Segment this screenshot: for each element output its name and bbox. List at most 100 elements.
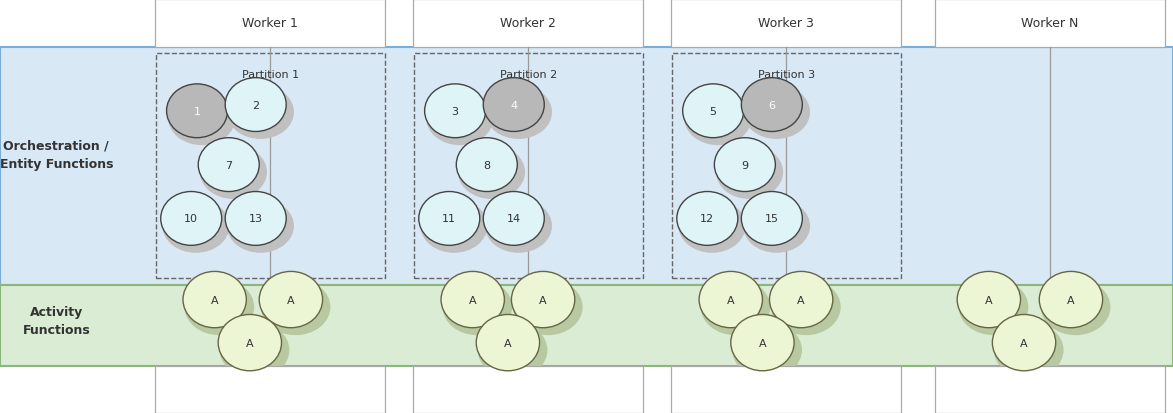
Text: 14: 14 [507,214,521,224]
Text: Worker 2: Worker 2 [500,17,556,30]
Ellipse shape [484,199,552,253]
Ellipse shape [476,315,540,371]
Text: A: A [985,295,992,305]
Text: 4: 4 [510,100,517,110]
Text: A: A [727,295,734,305]
Bar [155,366,385,413]
Text: Partition 2: Partition 2 [500,70,557,80]
Ellipse shape [683,85,744,138]
Text: 10: 10 [184,214,198,224]
Ellipse shape [442,279,513,335]
Bar [672,54,901,279]
Ellipse shape [992,315,1056,371]
Ellipse shape [994,322,1064,378]
Bar [671,366,901,413]
Ellipse shape [731,315,794,371]
Ellipse shape [743,86,811,140]
Ellipse shape [957,272,1021,328]
Ellipse shape [1039,272,1103,328]
Text: A: A [287,295,294,305]
Text: A: A [1021,338,1028,348]
Ellipse shape [441,272,504,328]
Ellipse shape [771,279,841,335]
Bar [935,0,1165,47]
Bar [413,366,643,413]
Ellipse shape [743,199,811,253]
Bar [0,47,1173,285]
Text: Partition 1: Partition 1 [242,70,299,80]
Text: 5: 5 [710,107,717,116]
Ellipse shape [1040,279,1111,335]
Ellipse shape [199,146,267,199]
Text: 15: 15 [765,214,779,224]
Text: A: A [211,295,218,305]
Ellipse shape [769,272,833,328]
Bar [413,0,643,47]
Ellipse shape [225,78,286,132]
Ellipse shape [259,272,323,328]
Text: Worker N: Worker N [1022,17,1078,30]
Text: 7: 7 [225,160,232,170]
Ellipse shape [483,192,544,246]
Ellipse shape [167,85,228,138]
Ellipse shape [513,279,583,335]
Ellipse shape [700,279,771,335]
Ellipse shape [420,199,488,253]
Ellipse shape [161,192,222,246]
Text: 6: 6 [768,100,775,110]
Bar [0,285,1173,366]
Bar [155,0,385,47]
Bar [671,0,901,47]
Ellipse shape [226,86,294,140]
Ellipse shape [198,138,259,192]
Text: 11: 11 [442,214,456,224]
Ellipse shape [218,315,282,371]
Ellipse shape [511,272,575,328]
Ellipse shape [219,322,290,378]
Ellipse shape [168,92,236,146]
Ellipse shape [260,279,331,335]
Text: 1: 1 [194,107,201,116]
Ellipse shape [958,279,1029,335]
Text: 3: 3 [452,107,459,116]
Ellipse shape [426,92,494,146]
Ellipse shape [484,86,552,140]
Text: A: A [1067,295,1074,305]
Bar [935,366,1165,413]
Ellipse shape [477,322,548,378]
Ellipse shape [226,199,294,253]
Ellipse shape [741,192,802,246]
Ellipse shape [699,272,762,328]
Bar [414,54,643,279]
Text: 9: 9 [741,160,748,170]
Text: Orchestration /
Entity Functions: Orchestration / Entity Functions [0,140,113,170]
Text: 2: 2 [252,100,259,110]
Ellipse shape [419,192,480,246]
Ellipse shape [456,138,517,192]
Text: Worker 1: Worker 1 [242,17,298,30]
Ellipse shape [162,199,230,253]
Ellipse shape [457,146,526,199]
Ellipse shape [184,279,255,335]
Ellipse shape [732,322,802,378]
Ellipse shape [483,78,544,132]
Ellipse shape [716,146,784,199]
Ellipse shape [741,78,802,132]
Ellipse shape [677,192,738,246]
Ellipse shape [684,92,752,146]
Text: Partition 3: Partition 3 [758,70,815,80]
Text: 12: 12 [700,214,714,224]
Text: Worker 3: Worker 3 [758,17,814,30]
Text: 8: 8 [483,160,490,170]
Ellipse shape [225,192,286,246]
Ellipse shape [183,272,246,328]
Text: A: A [504,338,511,348]
Ellipse shape [714,138,775,192]
Text: Activity
Functions: Activity Functions [22,305,90,336]
Ellipse shape [425,85,486,138]
Ellipse shape [678,199,746,253]
Text: A: A [759,338,766,348]
Text: A: A [246,338,253,348]
Text: A: A [540,295,547,305]
Bar [156,54,385,279]
